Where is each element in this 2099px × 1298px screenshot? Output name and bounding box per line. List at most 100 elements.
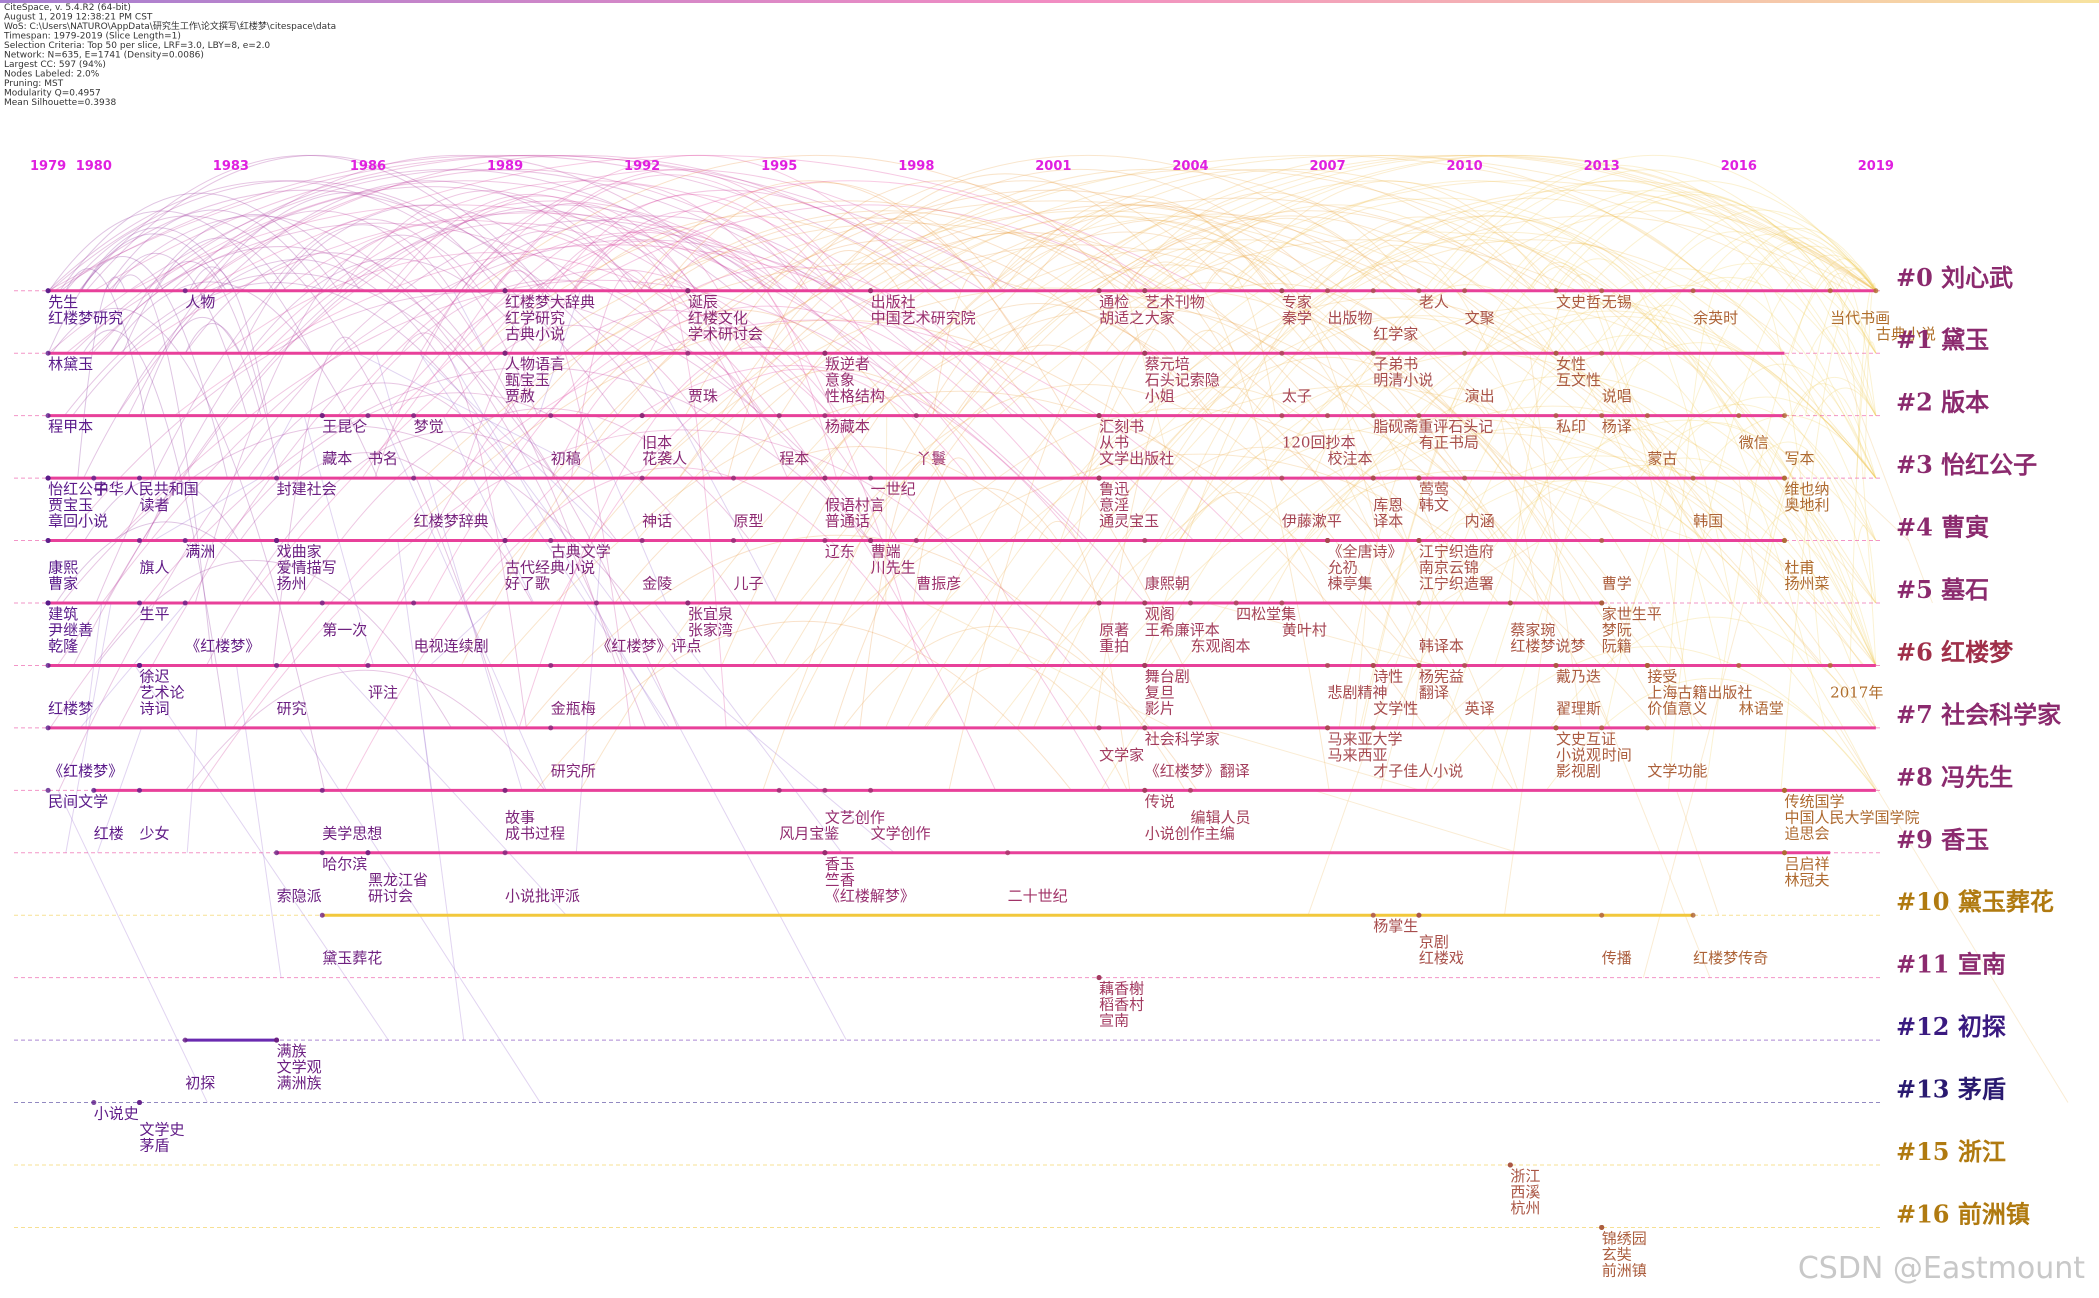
link-arc [85, 154, 547, 292]
node [1142, 662, 1148, 668]
link-arc [1543, 191, 1877, 354]
term-label: 文史哲 [1556, 293, 1601, 311]
node [1416, 475, 1422, 481]
link-arc [1179, 197, 1718, 541]
link-arc [1058, 356, 1515, 604]
node [1644, 725, 1650, 731]
link-arc [174, 244, 1195, 541]
link-arc [51, 308, 325, 791]
link-arcs [47, 154, 2069, 1103]
header-line: Pruning: MST [4, 79, 64, 89]
link-arc [1100, 405, 1877, 791]
link-arc [155, 260, 281, 479]
node [868, 288, 874, 294]
link-line [427, 477, 523, 791]
term-label: 旧本 [642, 434, 672, 452]
node [1781, 475, 1787, 481]
link-arc [1178, 492, 1325, 604]
term-label: 黄叶村 [1282, 621, 1327, 639]
term-label: 稻香村 [1099, 996, 1144, 1014]
node [1462, 475, 1468, 481]
link-arc [59, 192, 339, 292]
link-arc [721, 303, 1214, 666]
link-arc [925, 215, 1849, 729]
node [1553, 288, 1559, 294]
link-arc [1060, 432, 1877, 729]
node [274, 538, 280, 544]
node [1827, 288, 1833, 294]
link-arc [87, 186, 772, 354]
term-label: 红楼文化 [688, 309, 748, 327]
link-arc [1267, 468, 1501, 604]
link-arc [1424, 342, 1810, 791]
link-arc [1254, 180, 1877, 416]
link-arc [550, 194, 875, 354]
node [822, 475, 828, 481]
term-label: 王希廉评本 [1145, 621, 1220, 639]
node [319, 850, 325, 856]
term-label: 程本 [779, 450, 809, 468]
term-label: 库恩 [1373, 496, 1403, 514]
link-arc [614, 446, 1106, 604]
node [45, 538, 51, 544]
link-arc [47, 180, 619, 416]
link-arc [104, 204, 772, 604]
term-label: 《红楼梦》评点 [596, 637, 701, 655]
link-arc [1430, 645, 1877, 791]
link-arc [61, 425, 679, 666]
node [1690, 912, 1696, 918]
link-line [475, 415, 615, 604]
link-arc [1556, 258, 1732, 604]
link-arc [1002, 195, 1272, 292]
link-arc [1543, 302, 1827, 729]
link-arc [1664, 280, 1733, 728]
link-arc [184, 322, 262, 416]
term-label: 满洲 [185, 543, 215, 561]
link-arc [1346, 215, 1877, 729]
link-arc [453, 202, 697, 292]
term-label: 旗人 [139, 559, 169, 577]
node [1370, 725, 1376, 731]
node [1599, 350, 1605, 356]
term-label: 爱情描写 [277, 559, 337, 577]
node [639, 413, 645, 419]
link-arc [1588, 284, 1877, 541]
year-label: 2013 [1584, 159, 1620, 174]
term-label: 性格结构 [825, 387, 885, 405]
term-label: 红楼梦研究 [48, 309, 123, 327]
link-arc [93, 154, 985, 292]
term-label: 才子佳人小说 [1373, 762, 1463, 780]
link-arc [1150, 154, 1877, 292]
node [822, 850, 828, 856]
term-label: 满洲族 [277, 1074, 322, 1092]
cluster-label: #1 黛玉 [1896, 325, 1989, 354]
link-arc [267, 218, 539, 416]
term-label: 前洲镇 [1602, 1261, 1647, 1279]
link-arc [1082, 191, 1415, 354]
term-label: 中华人民共和国 [94, 480, 199, 498]
link-arc [279, 169, 1006, 354]
year-label: 1992 [624, 159, 660, 174]
link-arc [265, 222, 898, 541]
node [502, 288, 508, 294]
link-arc [386, 193, 751, 416]
link-arc [79, 227, 236, 292]
link-line [1386, 352, 1593, 541]
node [685, 600, 691, 606]
link-arc [525, 217, 1211, 416]
link-arc [47, 233, 227, 354]
term-label: 梦阮 [1602, 621, 1632, 639]
term-label: 第一次 [322, 621, 367, 639]
node [822, 350, 828, 356]
link-arc [253, 200, 917, 416]
link-arc [1333, 245, 1553, 541]
link-arc [78, 155, 534, 292]
term-label: 人物 [185, 293, 215, 311]
node [1416, 912, 1422, 918]
term-label: 神话 [642, 512, 672, 530]
link-arc [667, 250, 837, 479]
link-arc [1624, 262, 1877, 354]
cluster-label: #4 曹寅 [1896, 513, 1989, 542]
header-line: Network: N=635, E=1741 (Density=0.0086) [4, 51, 204, 61]
node [319, 787, 325, 793]
